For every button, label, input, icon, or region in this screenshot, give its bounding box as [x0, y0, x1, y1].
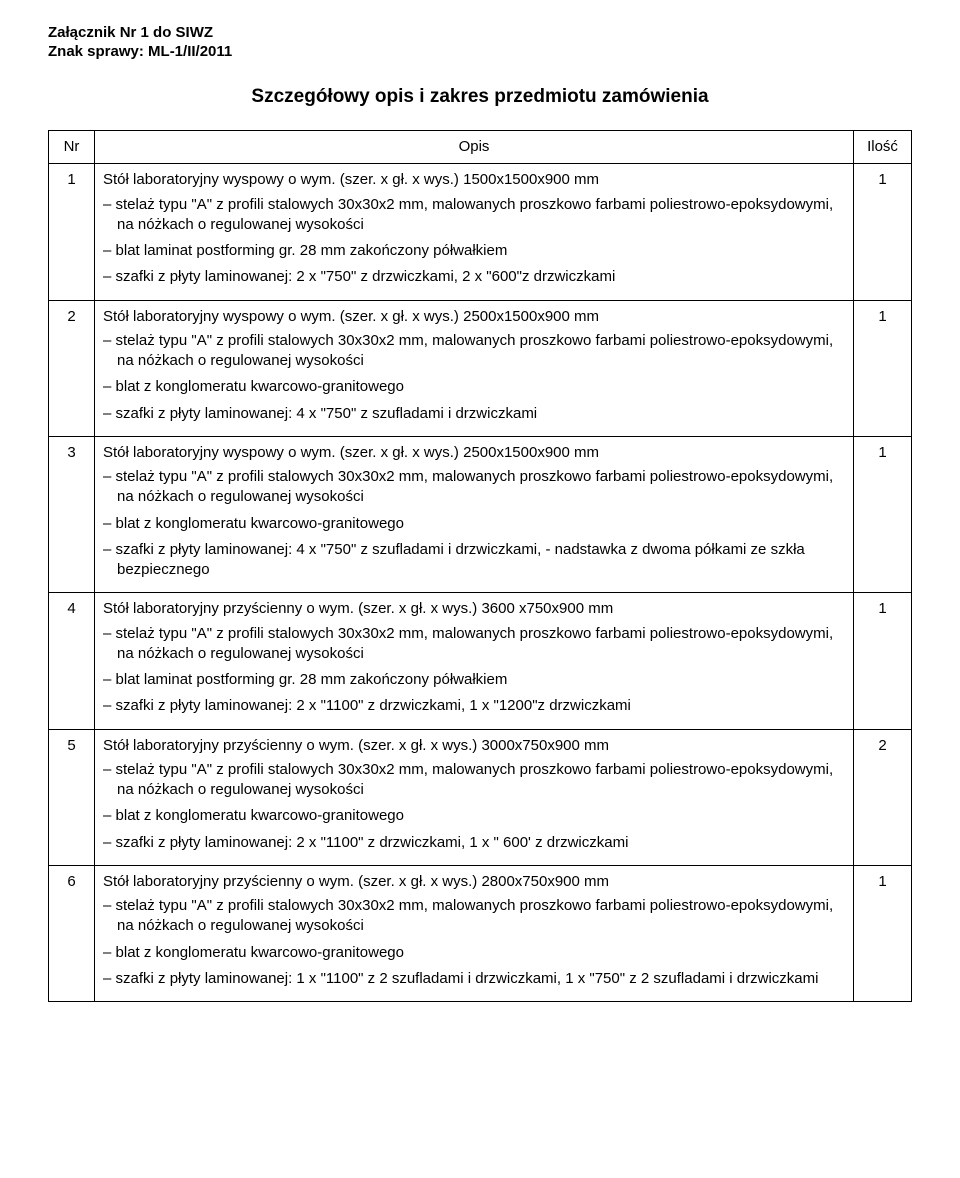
bullet-item: blat z konglomeratu kwarcowo-granitowego	[103, 943, 845, 963]
desc-lead: Stół laboratoryjny przyścienny o wym. (s…	[103, 872, 845, 892]
cell-ilosc: 1	[854, 436, 912, 593]
bullet-item: szafki z płyty laminowanej: 1 x "1100" z…	[103, 969, 845, 989]
bullet-list: stelaż typu "A" z profili stalowych 30x3…	[103, 331, 845, 424]
cell-nr: 4	[49, 593, 95, 729]
table-row: 3 Stół laboratoryjny wyspowy o wym. (szer…	[49, 436, 912, 593]
bullet-list: stelaż typu "A" z profili stalowych 30x3…	[103, 195, 845, 288]
bullet-item: blat laminat postforming gr. 28 mm zakoń…	[103, 670, 845, 690]
cell-ilosc: 1	[854, 865, 912, 1001]
bullet-list: stelaż typu "A" z profili stalowych 30x3…	[103, 760, 845, 853]
cell-nr: 3	[49, 436, 95, 593]
bullet-item: szafki z płyty laminowanej: 4 x "750" z …	[103, 540, 845, 581]
page: Załącznik Nr 1 do SIWZ Znak sprawy: ML-1…	[0, 0, 960, 1042]
col-opis: Opis	[95, 131, 854, 164]
desc-lead: Stół laboratoryjny wyspowy o wym. (szer.…	[103, 443, 845, 463]
cell-opis: Stół laboratoryjny wyspowy o wym. (szer.…	[95, 300, 854, 436]
page-title: Szczegółowy opis i zakres przedmiotu zam…	[48, 86, 912, 108]
cell-ilosc: 1	[854, 300, 912, 436]
cell-opis: Stół laboratoryjny przyścienny o wym. (s…	[95, 865, 854, 1001]
cell-ilosc: 1	[854, 164, 912, 300]
table-header-row: Nr Opis Ilość	[49, 131, 912, 164]
col-nr: Nr	[49, 131, 95, 164]
bullet-item: stelaż typu "A" z profili stalowych 30x3…	[103, 195, 845, 236]
cell-opis: Stół laboratoryjny wyspowy o wym. (szer.…	[95, 164, 854, 300]
bullet-item: stelaż typu "A" z profili stalowych 30x3…	[103, 467, 845, 508]
cell-opis: Stół laboratoryjny przyścienny o wym. (s…	[95, 593, 854, 729]
cell-nr: 2	[49, 300, 95, 436]
bullet-item: blat laminat postforming gr. 28 mm zakoń…	[103, 241, 845, 261]
cell-opis: Stół laboratoryjny przyścienny o wym. (s…	[95, 729, 854, 865]
bullet-list: stelaż typu "A" z profili stalowych 30x3…	[103, 896, 845, 989]
bullet-item: szafki z płyty laminowanej: 4 x "750" z …	[103, 404, 845, 424]
bullet-item: blat z konglomeratu kwarcowo-granitowego	[103, 806, 845, 826]
bullet-list: stelaż typu "A" z profili stalowych 30x3…	[103, 624, 845, 717]
bullet-item: blat z konglomeratu kwarcowo-granitowego	[103, 377, 845, 397]
table-row: 2 Stół laboratoryjny wyspowy o wym. (szer…	[49, 300, 912, 436]
bullet-item: blat z konglomeratu kwarcowo-granitowego	[103, 514, 845, 534]
bullet-item: stelaż typu "A" z profili stalowych 30x3…	[103, 624, 845, 665]
table-body: 1 Stół laboratoryjny wyspowy o wym. (szer…	[49, 164, 912, 1002]
bullet-item: stelaż typu "A" z profili stalowych 30x3…	[103, 331, 845, 372]
cell-nr: 6	[49, 865, 95, 1001]
table-row: 4 Stół laboratoryjny przyścienny o wym. (…	[49, 593, 912, 729]
desc-lead: Stół laboratoryjny wyspowy o wym. (szer.…	[103, 307, 845, 327]
cell-ilosc: 1	[854, 593, 912, 729]
table-row: 1 Stół laboratoryjny wyspowy o wym. (szer…	[49, 164, 912, 300]
bullet-item: szafki z płyty laminowanej: 2 x "1100" z…	[103, 833, 845, 853]
table-row: 6 Stół laboratoryjny przyścienny o wym. (…	[49, 865, 912, 1001]
spec-table: Nr Opis Ilość 1 Stół laboratoryjny wyspow…	[48, 130, 912, 1002]
bullet-item: szafki z płyty laminowanej: 2 x "1100" z…	[103, 696, 845, 716]
bullet-item: stelaż typu "A" z profili stalowych 30x3…	[103, 896, 845, 937]
cell-nr: 1	[49, 164, 95, 300]
bullet-item: szafki z płyty laminowanej: 2 x "750" z …	[103, 267, 845, 287]
desc-lead: Stół laboratoryjny wyspowy o wym. (szer.…	[103, 170, 845, 190]
col-ilosc: Ilość	[854, 131, 912, 164]
cell-nr: 5	[49, 729, 95, 865]
cell-ilosc: 2	[854, 729, 912, 865]
attachment-line: Załącznik Nr 1 do SIWZ	[48, 24, 912, 41]
case-line: Znak sprawy: ML-1/II/2011	[48, 43, 912, 60]
cell-opis: Stół laboratoryjny wyspowy o wym. (szer.…	[95, 436, 854, 593]
bullet-item: stelaż typu "A" z profili stalowych 30x3…	[103, 760, 845, 801]
bullet-list: stelaż typu "A" z profili stalowych 30x3…	[103, 467, 845, 580]
desc-lead: Stół laboratoryjny przyścienny o wym. (s…	[103, 736, 845, 756]
desc-lead: Stół laboratoryjny przyścienny o wym. (s…	[103, 599, 845, 619]
table-row: 5 Stół laboratoryjny przyścienny o wym. (…	[49, 729, 912, 865]
